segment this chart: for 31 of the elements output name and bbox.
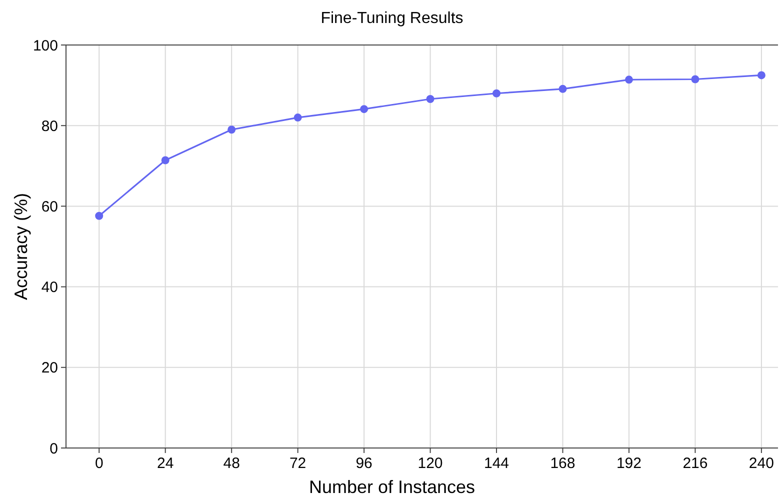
x-tick-label: 96 (356, 455, 372, 472)
point (161, 156, 170, 164)
point (294, 114, 302, 122)
x-tick-label: 168 (550, 455, 576, 472)
y-tick-label: 80 (41, 118, 58, 135)
point (95, 212, 104, 220)
point (624, 76, 633, 84)
y-tick-label: 60 (41, 198, 58, 216)
point (426, 95, 434, 103)
point (492, 89, 501, 98)
point (558, 84, 567, 93)
y-axis-title: Accuracy (%) (11, 192, 31, 300)
x-tick-label: 72 (289, 455, 306, 472)
x-tick-label: 24 (157, 455, 174, 472)
x-tick-label: 48 (223, 455, 240, 472)
point (691, 75, 700, 84)
y-tick-label: 40 (41, 279, 58, 296)
x-tick-label: 0 (94, 455, 104, 472)
x-axis-title: Number of Instances (308, 477, 476, 497)
point (228, 126, 236, 134)
x-tick-label: 240 (748, 455, 774, 472)
y-tick-label: 0 (50, 440, 58, 458)
x-tick-label: 192 (616, 455, 642, 472)
y-tick-label: 20 (41, 360, 58, 377)
x-tick-label: 120 (418, 455, 443, 472)
point (360, 105, 368, 114)
x-tick-label: 216 (682, 455, 708, 472)
point (757, 71, 766, 80)
y-tick-label: 100 (32, 37, 58, 54)
chart-title: Fine-Tuning Results (320, 10, 464, 27)
x-tick-label: 144 (484, 455, 510, 472)
